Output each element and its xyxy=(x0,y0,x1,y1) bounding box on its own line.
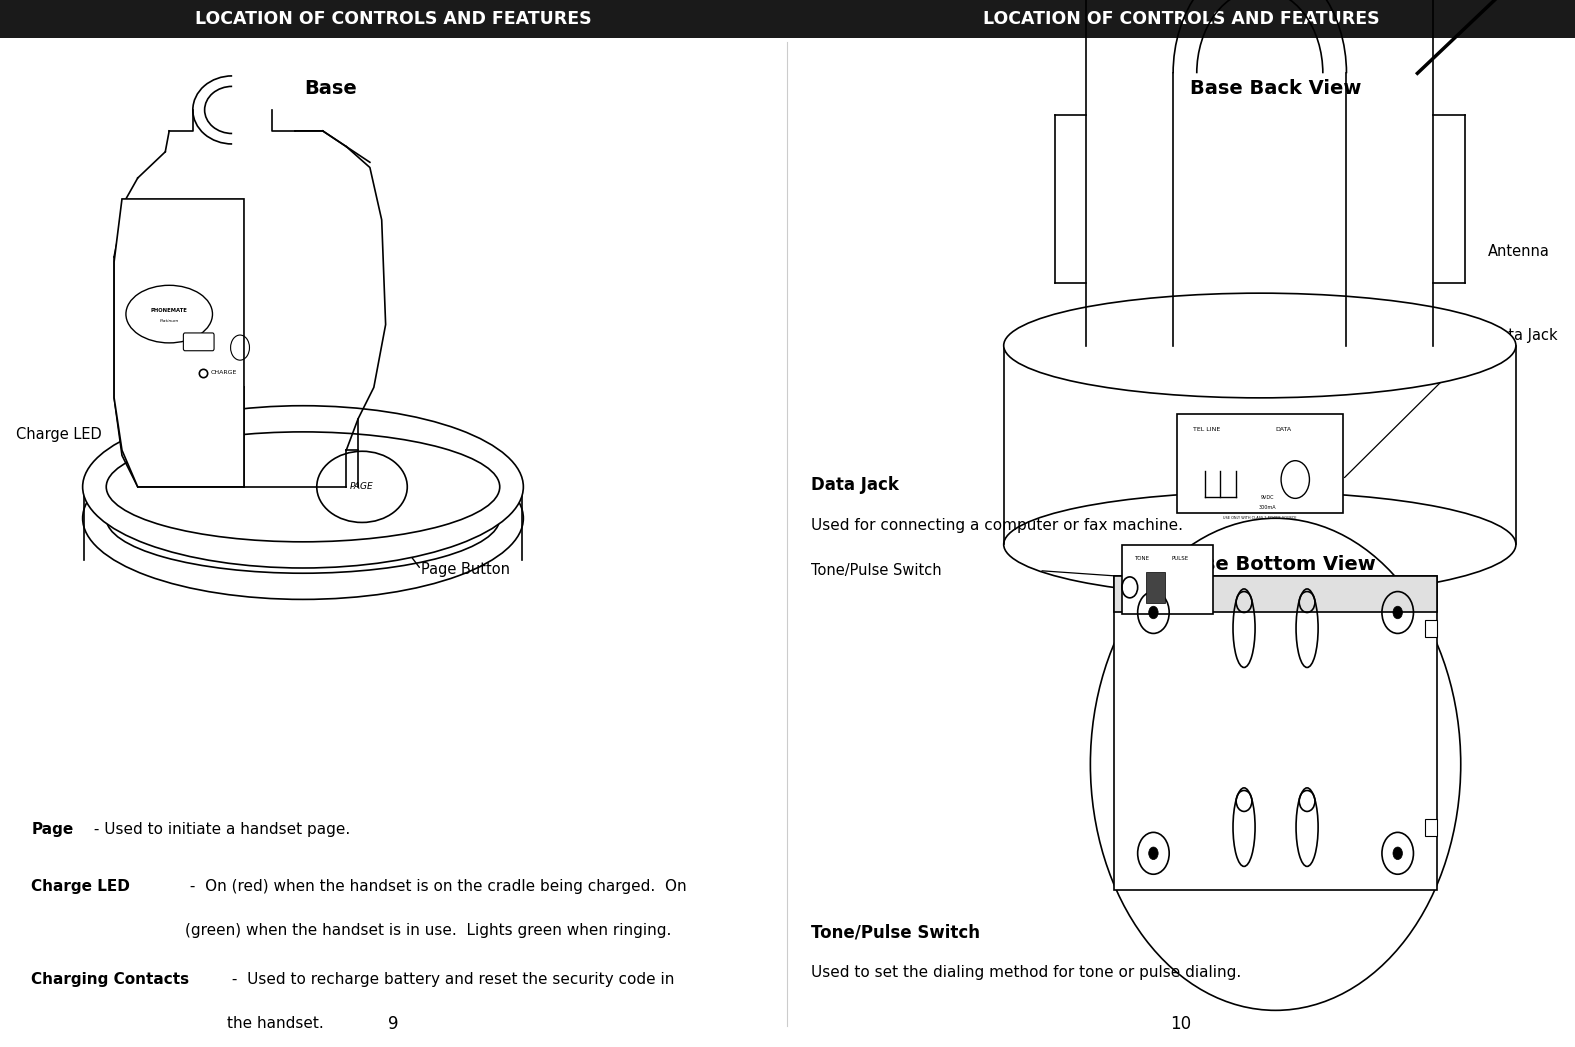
FancyBboxPatch shape xyxy=(183,333,214,351)
Bar xyxy=(0,0,788,38)
Text: USE ONLY WITH CLASS 2 POWER SOURCE: USE ONLY WITH CLASS 2 POWER SOURCE xyxy=(1224,516,1296,520)
Text: Used for connecting a computer or fax machine.: Used for connecting a computer or fax ma… xyxy=(811,518,1183,533)
Circle shape xyxy=(1392,847,1402,860)
Text: PULSE: PULSE xyxy=(1172,556,1189,560)
Text: 9: 9 xyxy=(389,1016,398,1033)
Bar xyxy=(788,0,1575,38)
Text: (green) when the handset is in use.  Lights green when ringing.: (green) when the handset is in use. Ligh… xyxy=(184,923,671,938)
Text: TONE: TONE xyxy=(1134,556,1148,560)
Text: 9VDC: 9VDC xyxy=(1262,495,1274,499)
Text: Charge LED: Charge LED xyxy=(16,427,101,442)
Text: Page: Page xyxy=(32,822,74,837)
Circle shape xyxy=(1090,518,1460,1010)
Text: DATA: DATA xyxy=(1276,427,1291,431)
Text: Base Bottom View: Base Bottom View xyxy=(1175,555,1375,574)
Circle shape xyxy=(1148,606,1158,619)
Text: Base Back View: Base Back View xyxy=(1189,80,1361,98)
Circle shape xyxy=(1148,847,1158,860)
Text: Page Button: Page Button xyxy=(421,562,510,577)
FancyBboxPatch shape xyxy=(1425,620,1436,637)
Text: Tone/Pulse Switch: Tone/Pulse Switch xyxy=(811,923,980,941)
Text: Data Jack: Data Jack xyxy=(811,476,898,494)
FancyBboxPatch shape xyxy=(1145,572,1165,603)
Text: Tone/Pulse Switch: Tone/Pulse Switch xyxy=(811,563,942,578)
FancyBboxPatch shape xyxy=(1425,819,1436,836)
Text: 10: 10 xyxy=(1170,1016,1192,1033)
Text: Antenna: Antenna xyxy=(1488,244,1550,259)
Text: -  Used to recharge battery and reset the security code in: - Used to recharge battery and reset the… xyxy=(227,972,674,986)
Text: CHARGE: CHARGE xyxy=(211,371,238,375)
Text: Charge LED: Charge LED xyxy=(32,879,131,894)
Ellipse shape xyxy=(126,285,213,343)
Text: TEL LINE: TEL LINE xyxy=(1192,427,1221,431)
Polygon shape xyxy=(113,199,244,487)
FancyBboxPatch shape xyxy=(1121,545,1213,614)
Text: LOCATION OF CONTROLS AND FEATURES: LOCATION OF CONTROLS AND FEATURES xyxy=(983,10,1380,28)
FancyBboxPatch shape xyxy=(1177,414,1342,513)
Text: Base: Base xyxy=(304,80,358,98)
Text: -  On (red) when the handset is on the cradle being charged.  On: - On (red) when the handset is on the cr… xyxy=(184,879,687,894)
Text: Data Jack: Data Jack xyxy=(1488,328,1558,342)
Text: Platinum: Platinum xyxy=(159,319,180,324)
Text: Charging Contacts: Charging Contacts xyxy=(32,972,189,986)
FancyBboxPatch shape xyxy=(1114,576,1436,612)
Text: PAGE: PAGE xyxy=(350,483,373,491)
Text: LOCATION OF CONTROLS AND FEATURES: LOCATION OF CONTROLS AND FEATURES xyxy=(195,10,592,28)
Circle shape xyxy=(1392,606,1402,619)
Text: - Used to initiate a handset page.: - Used to initiate a handset page. xyxy=(88,822,350,837)
Text: PHONEMATE: PHONEMATE xyxy=(151,309,187,313)
Ellipse shape xyxy=(82,438,523,599)
Ellipse shape xyxy=(1003,293,1515,398)
Text: the handset.: the handset. xyxy=(227,1016,323,1030)
Text: 300mA: 300mA xyxy=(1258,506,1276,510)
FancyBboxPatch shape xyxy=(1114,576,1436,890)
Ellipse shape xyxy=(317,451,408,522)
Text: Used to set the dialing method for tone or pulse dialing.: Used to set the dialing method for tone … xyxy=(811,965,1241,980)
Ellipse shape xyxy=(82,405,523,567)
Ellipse shape xyxy=(1003,492,1515,597)
